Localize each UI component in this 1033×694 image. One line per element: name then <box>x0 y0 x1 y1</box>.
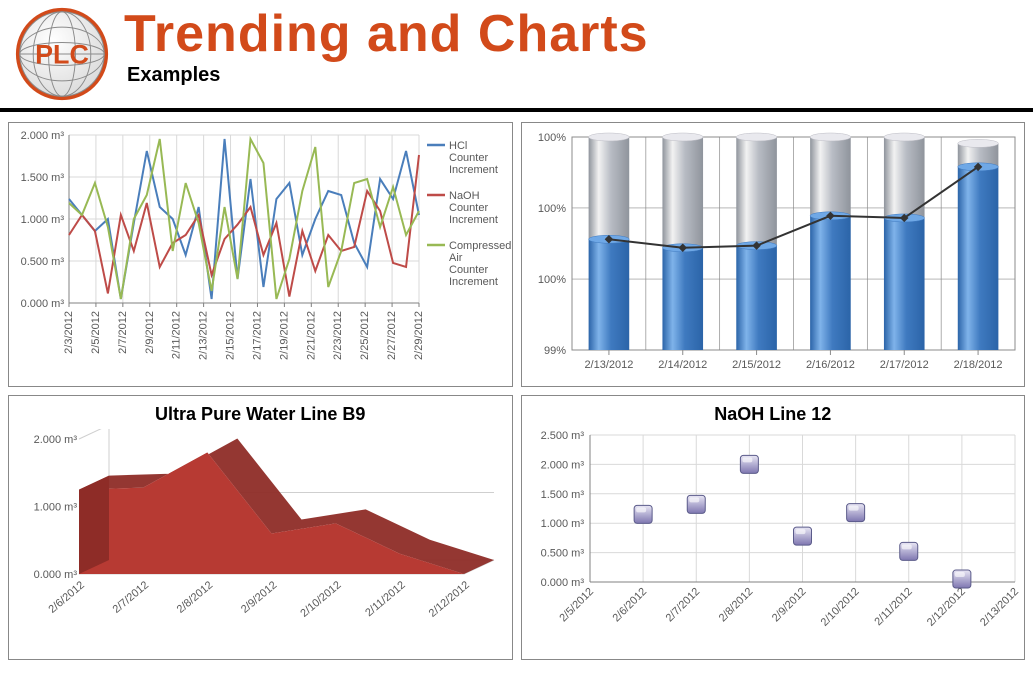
page-header: PLC Trending and Charts Examples <box>0 0 1033 102</box>
svg-text:HCl: HCl <box>449 140 467 152</box>
svg-text:2/11/2012: 2/11/2012 <box>171 311 183 359</box>
chart3-svg: 0.000 m³ 1.000 m³ 2.000 m³ 2/6/2012 2/7/2012… <box>9 429 513 654</box>
svg-text:2/14/2012: 2/14/2012 <box>658 359 707 371</box>
plc-logo: PLC <box>14 6 110 102</box>
svg-text:Counter: Counter <box>449 202 488 214</box>
page-subtitle: Examples <box>127 64 649 87</box>
svg-text:Increment: Increment <box>449 164 498 176</box>
header-separator <box>0 108 1033 112</box>
svg-text:2/7/2012: 2/7/2012 <box>117 311 129 354</box>
svg-text:2/29/2012: 2/29/2012 <box>413 311 425 360</box>
svg-text:2/16/2012: 2/16/2012 <box>805 359 854 371</box>
chart4-title: NaOH Line 12 <box>522 396 1025 429</box>
svg-text:2/11/2012: 2/11/2012 <box>363 579 408 619</box>
svg-text:2/7/2012: 2/7/2012 <box>663 586 702 625</box>
page-title: Trending and Charts <box>124 8 649 60</box>
svg-text:2.500 m³: 2.500 m³ <box>540 430 584 442</box>
svg-text:1.500 m³: 1.500 m³ <box>540 489 584 501</box>
svg-text:2/8/2012: 2/8/2012 <box>716 586 755 625</box>
svg-text:2/12/2012: 2/12/2012 <box>427 579 472 620</box>
chart3-title: Ultra Pure Water Line B9 <box>9 396 512 429</box>
svg-text:2/10/2012: 2/10/2012 <box>298 579 343 620</box>
svg-text:2/11/2012: 2/11/2012 <box>872 586 915 629</box>
svg-text:NaOH: NaOH <box>449 190 480 202</box>
svg-text:2/13/2012: 2/13/2012 <box>198 311 210 360</box>
chart2-panel: 99% 100% 100% 100% 2/13/2012 2/14/2012 2/15/20… <box>521 122 1026 387</box>
svg-text:2/10/2012: 2/10/2012 <box>818 586 861 629</box>
svg-text:2/25/2012: 2/25/2012 <box>359 311 371 360</box>
svg-text:2/17/2012: 2/17/2012 <box>251 311 263 360</box>
svg-text:1.000 m³: 1.000 m³ <box>34 502 78 514</box>
svg-text:Counter: Counter <box>449 152 488 164</box>
svg-text:0.000 m³: 0.000 m³ <box>540 577 584 589</box>
chart4-panel: NaOH Line 12 0.000 m³ 0.500 m³ 1.000 m³ 1.5… <box>521 395 1026 660</box>
svg-text:2/6/2012: 2/6/2012 <box>46 579 87 616</box>
svg-text:0.000 m³: 0.000 m³ <box>21 298 65 310</box>
svg-text:Increment: Increment <box>449 214 498 226</box>
svg-text:Counter: Counter <box>449 264 488 276</box>
svg-text:Increment: Increment <box>449 276 498 288</box>
svg-text:2/19/2012: 2/19/2012 <box>278 311 290 360</box>
svg-text:2/27/2012: 2/27/2012 <box>386 311 398 360</box>
svg-text:2/9/2012: 2/9/2012 <box>769 586 808 625</box>
svg-text:100%: 100% <box>537 132 565 144</box>
svg-text:0.000 m³: 0.000 m³ <box>34 569 78 581</box>
svg-text:2/9/2012: 2/9/2012 <box>239 579 280 616</box>
svg-text:2/9/2012: 2/9/2012 <box>144 311 156 354</box>
svg-text:2/21/2012: 2/21/2012 <box>305 311 317 360</box>
svg-text:2/13/2012: 2/13/2012 <box>978 586 1021 629</box>
svg-text:2/8/2012: 2/8/2012 <box>175 579 216 616</box>
svg-text:2/6/2012: 2/6/2012 <box>610 586 649 625</box>
svg-text:2/15/2012: 2/15/2012 <box>225 311 237 360</box>
svg-text:2.000 m³: 2.000 m³ <box>540 459 584 471</box>
svg-text:1.500 m³: 1.500 m³ <box>21 172 65 184</box>
svg-text:2/15/2012: 2/15/2012 <box>732 359 781 371</box>
svg-text:2/3/2012: 2/3/2012 <box>63 311 75 354</box>
svg-text:1.000 m³: 1.000 m³ <box>540 518 584 530</box>
svg-text:2/17/2012: 2/17/2012 <box>879 359 928 371</box>
chart2-svg: 99% 100% 100% 100% 2/13/2012 2/14/2012 2/15/20… <box>522 123 1026 386</box>
svg-text:1.000 m³: 1.000 m³ <box>21 214 65 226</box>
svg-text:100%: 100% <box>537 203 565 215</box>
svg-text:100%: 100% <box>537 274 565 286</box>
svg-text:2/5/2012: 2/5/2012 <box>557 586 596 625</box>
svg-text:0.500 m³: 0.500 m³ <box>540 548 584 560</box>
chart3-panel: Ultra Pure Water Line B9 0.000 m³ 1.000 m… <box>8 395 513 660</box>
svg-text:99%: 99% <box>543 345 565 357</box>
svg-text:2/23/2012: 2/23/2012 <box>332 311 344 360</box>
svg-text:2.000 m³: 2.000 m³ <box>34 434 78 446</box>
svg-text:2/5/2012: 2/5/2012 <box>90 311 102 354</box>
chart1-svg: 0.000 m³ 0.500 m³ 1.000 m³ 1.500 m³ 2.000 m³… <box>9 123 513 386</box>
chart4-svg: 0.000 m³ 0.500 m³ 1.000 m³ 1.500 m³ 2.000 m³… <box>522 429 1026 654</box>
svg-text:0.500 m³: 0.500 m³ <box>21 256 65 268</box>
svg-text:2/18/2012: 2/18/2012 <box>953 359 1002 371</box>
chart1-panel: 0.000 m³ 0.500 m³ 1.000 m³ 1.500 m³ 2.000 m³… <box>8 122 513 387</box>
svg-text:2.000 m³: 2.000 m³ <box>21 130 65 142</box>
svg-text:Compressed: Compressed <box>449 240 511 252</box>
svg-text:2/13/2012: 2/13/2012 <box>584 359 633 371</box>
svg-text:2/12/2012: 2/12/2012 <box>924 586 967 629</box>
svg-text:Air: Air <box>449 252 463 264</box>
svg-text:2/7/2012: 2/7/2012 <box>111 579 152 616</box>
logo-text: PLC <box>35 40 89 70</box>
chart-grid: 0.000 m³ 0.500 m³ 1.000 m³ 1.500 m³ 2.000 m³… <box>0 122 1033 668</box>
